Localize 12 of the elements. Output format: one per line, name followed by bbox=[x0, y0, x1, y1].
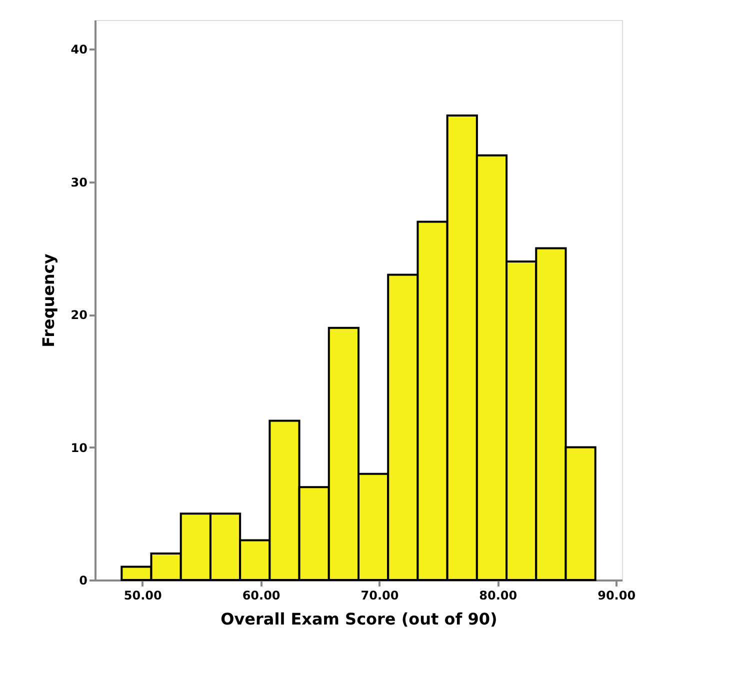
y-tick-label: 40 bbox=[70, 42, 88, 57]
y-tick-label: 30 bbox=[70, 175, 88, 190]
x-tick-label: 90.00 bbox=[598, 588, 636, 602]
x-tick-label: 70.00 bbox=[360, 588, 399, 602]
y-tick-label: 10 bbox=[70, 440, 88, 455]
x-tick-label: 50.00 bbox=[124, 588, 162, 602]
x-tick-label: 80.00 bbox=[479, 588, 518, 602]
y-tick-label: 0 bbox=[79, 574, 88, 588]
x-axis-title: Overall Exam Score (out of 90) bbox=[220, 610, 498, 628]
x-tick-label: 60.00 bbox=[242, 588, 280, 602]
y-axis-title: Frequency bbox=[38, 253, 58, 348]
y-tick-label: 20 bbox=[70, 308, 88, 322]
